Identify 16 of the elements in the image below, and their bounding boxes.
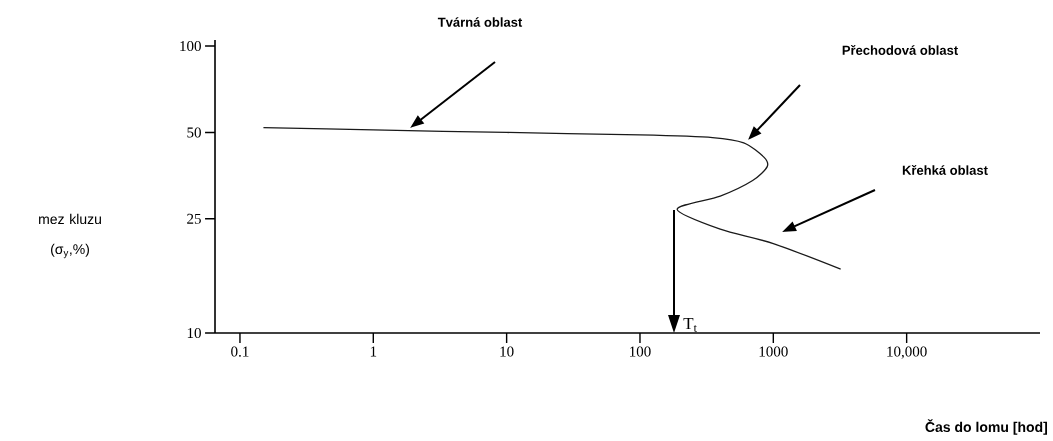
y-tick-label: 10: [187, 327, 201, 339]
x-tick-label: 10,000: [887, 346, 927, 359]
text: mez kluzu (σ$_{y}$,%): [39, 213, 101, 259]
annotation: Přechodová oblast: [842, 45, 958, 55]
y-tick-label: 100: [180, 41, 201, 52]
x-tick-label: 100: [630, 346, 651, 357]
annotation: Křehká oblast: [902, 165, 988, 175]
x-tick-label: 0.1: [231, 346, 249, 357]
x-axis-title: Čas do lomu [hod]: [925, 419, 1048, 435]
text: Tvárná oblast: [437, 17, 523, 27]
x-tick-label: 10: [500, 346, 514, 357]
ref-line-label: T$_{t}$: [683, 317, 697, 332]
x-tick-label: 1000: [759, 346, 788, 357]
y-tick-label: 50: [187, 127, 201, 138]
x-tick-label: 1: [370, 346, 377, 357]
y-tick-label: 25: [187, 213, 201, 224]
